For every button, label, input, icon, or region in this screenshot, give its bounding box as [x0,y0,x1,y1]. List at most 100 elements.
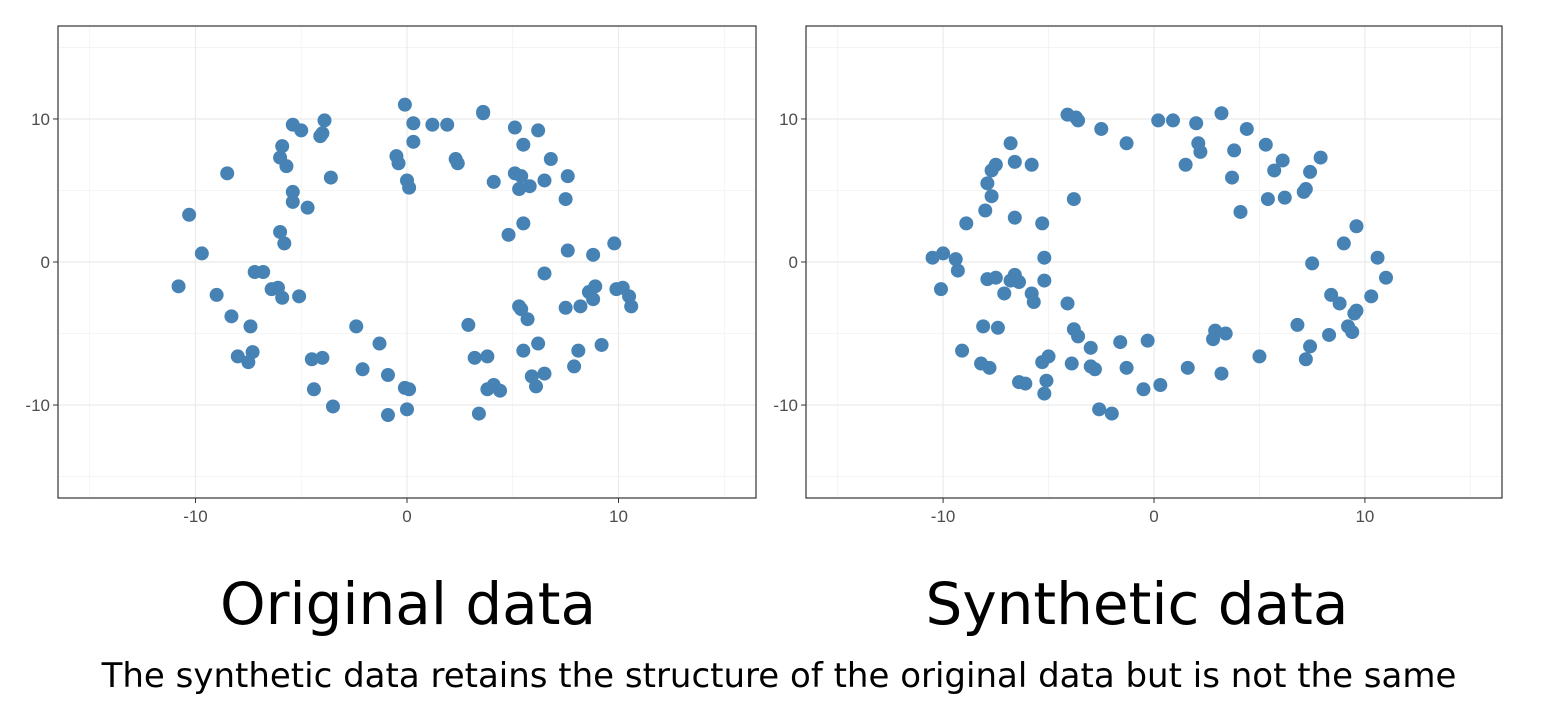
data-point [325,399,340,414]
data-point [514,302,529,317]
data-point [402,180,417,195]
data-point [493,383,508,398]
x-tick-label: 10 [1355,507,1374,526]
data-point [560,169,575,184]
data-point [982,360,997,375]
data-point [1233,204,1248,219]
data-point [372,336,387,351]
data-point [1258,137,1273,152]
data-point [586,247,601,262]
data-point [594,337,609,352]
data-point [624,299,639,314]
data-point [1267,163,1282,178]
y-tick-label: 10 [779,110,798,129]
data-point [990,320,1005,335]
data-point [976,319,991,334]
data-point [471,406,486,421]
x-tick-label: 0 [402,507,411,526]
data-point [323,170,338,185]
data-point [425,117,440,132]
data-point [997,286,1012,301]
data-point [467,350,482,365]
data-point [1322,327,1337,342]
data-point [402,382,417,397]
data-point [1305,256,1320,271]
data-point [397,97,412,112]
x-tick-label: -10 [183,507,208,526]
data-point [516,216,531,231]
data-point [285,194,300,209]
data-point [933,282,948,297]
y-tick-label: -10 [25,396,50,415]
synthetic-data-title: Synthetic data [925,570,1349,638]
data-point [292,289,307,304]
data-point [959,216,974,231]
data-point [440,117,455,132]
data-point [285,184,300,199]
data-point [560,243,575,258]
data-point [1252,349,1267,364]
data-point [1165,113,1180,128]
data-point [1193,144,1208,159]
data-point [1313,150,1328,165]
data-point [1298,352,1313,367]
data-point [1071,113,1086,128]
y-tick-label: 10 [31,110,50,129]
data-point [256,265,271,280]
data-point [1290,317,1305,332]
x-tick-label: -10 [931,507,956,526]
data-point [978,203,993,218]
data-point [1153,378,1168,393]
data-point [1007,210,1022,225]
data-point [406,116,421,131]
data-point [1104,406,1119,421]
data-point [230,349,245,364]
data-point [988,157,1003,172]
data-point [450,156,465,171]
data-point [571,343,586,358]
data-point [1024,157,1039,172]
data-point [1119,136,1134,151]
data-point [1349,219,1364,234]
data-point [1119,360,1134,375]
data-point [315,350,330,365]
data-point [306,382,321,397]
y-tick-label: -10 [773,396,798,415]
data-point [948,252,963,267]
data-point [380,367,395,382]
data-point [501,227,516,242]
x-tick-label: 10 [609,507,628,526]
data-point [1037,273,1052,288]
data-point [1298,182,1313,197]
data-point [537,173,552,188]
data-point [1012,275,1027,290]
data-point [315,126,330,141]
data-point [531,123,546,138]
data-point [537,266,552,281]
data-point [277,236,292,251]
y-tick-label: 0 [41,253,50,272]
data-point [220,166,235,181]
data-point [531,336,546,351]
data-point [400,402,414,417]
data-point [573,299,588,314]
data-point [1094,121,1109,136]
data-point [273,224,288,239]
data-point [243,319,258,334]
data-point [1087,362,1102,377]
data-point [1066,192,1081,207]
data-point [279,159,294,174]
data-point [558,300,573,315]
data-point [955,343,970,358]
data-point [1379,270,1393,285]
data-point [1214,366,1229,381]
data-point [1303,339,1318,354]
data-point [1113,335,1128,350]
data-point [1007,154,1022,169]
data-point [1303,164,1318,179]
data-point [1039,373,1054,388]
data-point [543,152,558,167]
data-point [936,246,951,261]
data-point [304,352,319,367]
